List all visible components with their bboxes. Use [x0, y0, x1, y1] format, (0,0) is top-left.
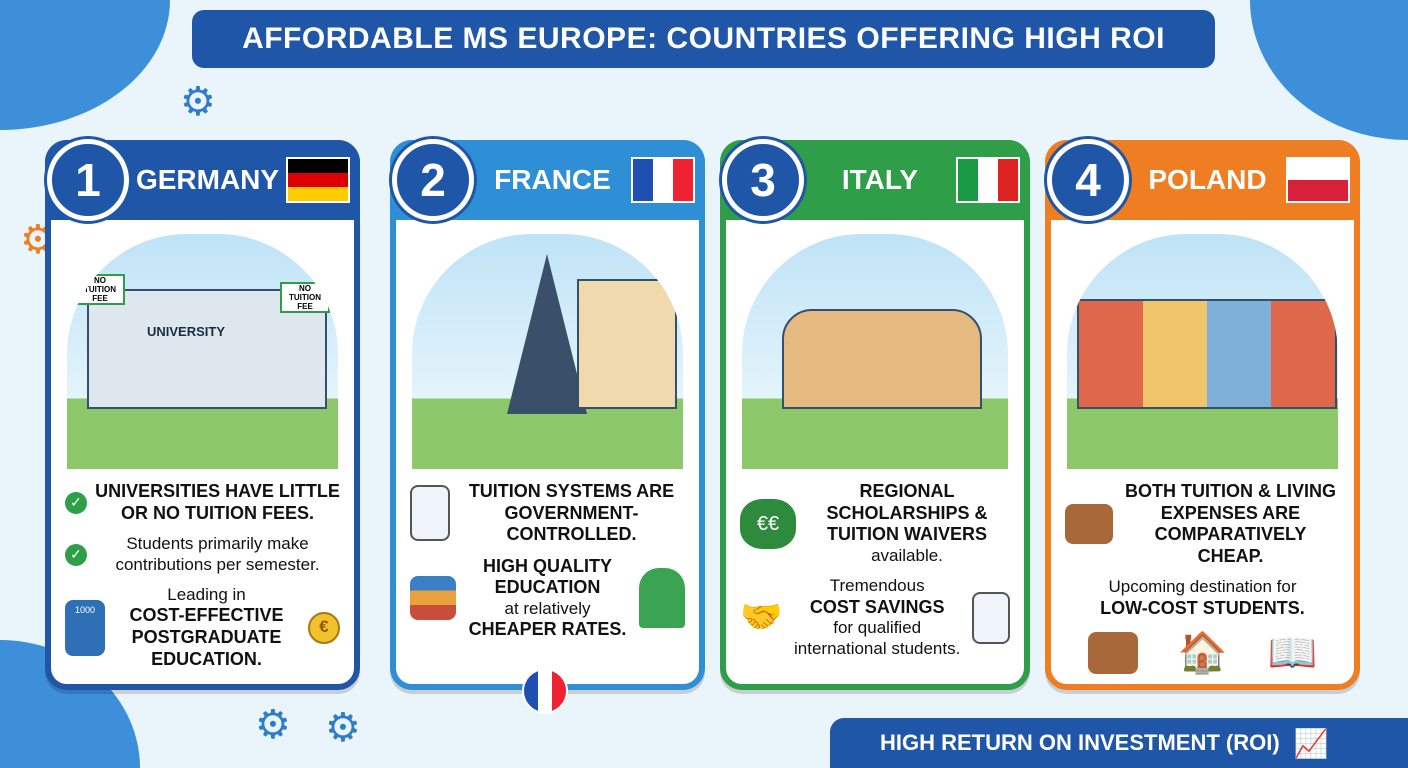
- point-text: for qualified international students.: [794, 618, 961, 658]
- roi-banner-text: HIGH RETURN ON INVESTMENT (ROI): [880, 730, 1280, 755]
- country-name: ITALY: [841, 164, 919, 195]
- decor-blob: [0, 0, 170, 130]
- no-tuition-sign: NO TUITION FEE: [280, 282, 330, 313]
- point-text: BOTH TUITION & LIVING EXPENSES ARE COMPA…: [1125, 481, 1336, 566]
- gear-icon: ⚙: [325, 706, 361, 750]
- number-badge: 1: [47, 139, 129, 221]
- eiffel-tower: [507, 254, 587, 414]
- colosseum: [782, 309, 982, 409]
- handshake-icon: 🤝: [740, 598, 783, 637]
- card-header: 2 FRANCE: [390, 139, 705, 221]
- card-italy: 3 ITALY €€ REGIONAL SCHOLARSHIPS & TUITI…: [720, 139, 1030, 690]
- point-text: REGIONAL SCHOLARSHIPS & TUITION WAIVERS: [826, 481, 988, 545]
- certificate-icon: [972, 591, 1010, 644]
- germany-flag-icon: [286, 157, 350, 203]
- university-illustration: UNIVERSITY NO TUITION FEE NO TUITION FEE: [67, 234, 338, 469]
- paris-illustration: [412, 234, 683, 469]
- point-text: available.: [871, 545, 943, 565]
- card-germany: 1 GERMANY UNIVERSITY NO TUITION FEE NO T…: [45, 139, 360, 690]
- point-text: COST-EFFECTIVE POSTGRADUATE EDUCATION.: [129, 605, 284, 669]
- country-name: POLAND: [1148, 164, 1267, 195]
- roi-banner: HIGH RETURN ON INVESTMENT (ROI) 📈: [830, 718, 1408, 768]
- number-badge: 2: [392, 139, 474, 221]
- card-header: 3 ITALY: [720, 139, 1030, 221]
- point-text: UNIVERSITIES HAVE LITTLE OR NO TUITION F…: [95, 481, 340, 523]
- number-badge: 4: [1047, 139, 1129, 221]
- point-text: Leading in: [167, 584, 246, 604]
- student-laptop-icon: [639, 568, 685, 629]
- old-town-illustration: [1067, 234, 1338, 469]
- france-flag-icon: [631, 157, 695, 203]
- building: [577, 279, 677, 409]
- point-text: Tremendous: [829, 576, 925, 596]
- point-text: Students primarily make contributions pe…: [115, 534, 320, 574]
- point-text: at relatively: [504, 598, 591, 618]
- card-header: 4 POLAND: [1045, 139, 1360, 221]
- point-text: CHEAPER RATES.: [468, 619, 627, 640]
- check-icon: ✓: [65, 491, 87, 514]
- no-tuition-sign: NO TUITION FEE: [75, 274, 125, 305]
- point-text: Upcoming destination for: [1108, 577, 1297, 597]
- point-text: HIGH QUALITY EDUCATION: [483, 555, 612, 598]
- growth-chart-icon: 📈: [1293, 727, 1329, 759]
- certificate-icon: [410, 485, 450, 542]
- card-header: 1 GERMANY: [45, 139, 360, 221]
- house-icon: 🏠: [1177, 631, 1228, 676]
- france-flag-icon: [522, 668, 568, 714]
- wallet-icon: [1087, 632, 1138, 675]
- country-name: GERMANY: [135, 164, 280, 195]
- building-label: UNIVERSITY: [147, 324, 226, 339]
- books-icon: [410, 576, 456, 621]
- point-text: COST SAVINGS: [809, 596, 945, 617]
- colosseum-illustration: [742, 234, 1008, 469]
- calculator-icon: 1000: [65, 599, 105, 656]
- page-title: AFFORDABLE MS EUROPE: COUNTRIES OFFERING…: [192, 10, 1215, 68]
- card-france: 2 FRANCE TUITION SYSTEMS ARE GOVERNMENT-…: [390, 139, 705, 714]
- point-text: TUITION SYSTEMS ARE GOVERNMENT-CONTROLLE…: [468, 481, 675, 545]
- gear-icon: ⚙: [255, 703, 291, 747]
- country-name: FRANCE: [494, 164, 611, 195]
- wallet-icon: [1065, 504, 1113, 545]
- euro-coin-icon: €: [308, 611, 340, 644]
- italy-flag-icon: [956, 157, 1020, 203]
- decor-blob: [1250, 0, 1408, 140]
- gear-icon: ⚙: [180, 80, 216, 124]
- poland-flag-icon: [1286, 157, 1350, 203]
- townhouses: [1077, 299, 1337, 409]
- point-text: LOW-COST STUDENTS.: [1100, 597, 1305, 618]
- number-badge: 3: [722, 139, 804, 221]
- book-icon: 📖: [1267, 631, 1318, 676]
- check-icon: ✓: [65, 543, 87, 566]
- card-poland: 4 POLAND BOTH TUITION & LIVING EXPENSES …: [1045, 139, 1360, 690]
- money-bag-icon: €€: [740, 498, 796, 549]
